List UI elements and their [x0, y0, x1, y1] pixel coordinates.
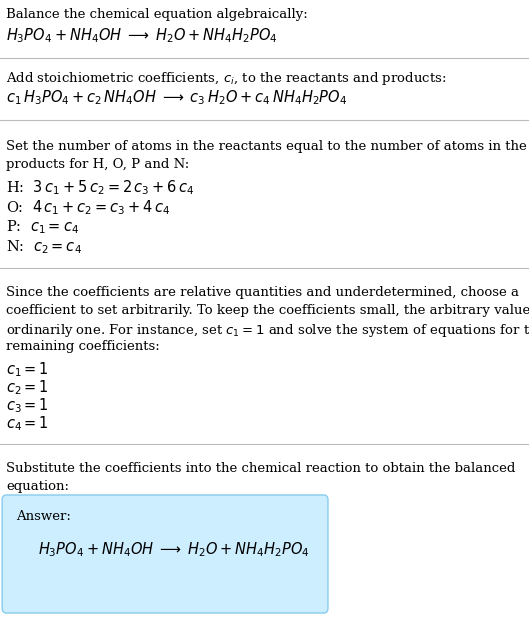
Text: $c_1 = 1$: $c_1 = 1$ [6, 360, 49, 379]
Text: $c_3 = 1$: $c_3 = 1$ [6, 396, 49, 414]
Text: products for H, O, P and N:: products for H, O, P and N: [6, 158, 189, 171]
Text: equation:: equation: [6, 480, 69, 493]
Text: remaining coefficients:: remaining coefficients: [6, 340, 160, 353]
Text: coefficient to set arbitrarily. To keep the coefficients small, the arbitrary va: coefficient to set arbitrarily. To keep … [6, 304, 529, 317]
FancyBboxPatch shape [2, 495, 328, 613]
Text: H:  $3\,c_1 + 5\,c_2 = 2\,c_3 + 6\,c_4$: H: $3\,c_1 + 5\,c_2 = 2\,c_3 + 6\,c_4$ [6, 178, 195, 197]
Text: $H_3PO_4 + NH_4OH\;\longrightarrow\; H_2O + NH_4H_2PO_4$: $H_3PO_4 + NH_4OH\;\longrightarrow\; H_2… [6, 26, 278, 45]
Text: $c_1\,H_3PO_4 + c_2\,NH_4OH\;\longrightarrow\; c_3\,H_2O + c_4\,NH_4H_2PO_4$: $c_1\,H_3PO_4 + c_2\,NH_4OH\;\longrighta… [6, 88, 348, 107]
Text: ordinarily one. For instance, set $c_1 = 1$ and solve the system of equations fo: ordinarily one. For instance, set $c_1 =… [6, 322, 529, 339]
Text: $c_4 = 1$: $c_4 = 1$ [6, 414, 49, 433]
Text: Substitute the coefficients into the chemical reaction to obtain the balanced: Substitute the coefficients into the che… [6, 462, 516, 475]
Text: Add stoichiometric coefficients, $c_i$, to the reactants and products:: Add stoichiometric coefficients, $c_i$, … [6, 70, 446, 87]
Text: Balance the chemical equation algebraically:: Balance the chemical equation algebraica… [6, 8, 308, 21]
Text: O:  $4\,c_1 + c_2 = c_3 + 4\,c_4$: O: $4\,c_1 + c_2 = c_3 + 4\,c_4$ [6, 198, 171, 217]
Text: Set the number of atoms in the reactants equal to the number of atoms in the: Set the number of atoms in the reactants… [6, 140, 527, 153]
Text: $H_3PO_4 + NH_4OH\;\longrightarrow\; H_2O + NH_4H_2PO_4$: $H_3PO_4 + NH_4OH\;\longrightarrow\; H_2… [38, 540, 310, 559]
Text: Answer:: Answer: [16, 510, 71, 523]
Text: $c_2 = 1$: $c_2 = 1$ [6, 378, 49, 397]
Text: Since the coefficients are relative quantities and underdetermined, choose a: Since the coefficients are relative quan… [6, 286, 519, 299]
Text: P:  $c_1 = c_4$: P: $c_1 = c_4$ [6, 218, 79, 236]
Text: N:  $c_2 = c_4$: N: $c_2 = c_4$ [6, 238, 83, 256]
